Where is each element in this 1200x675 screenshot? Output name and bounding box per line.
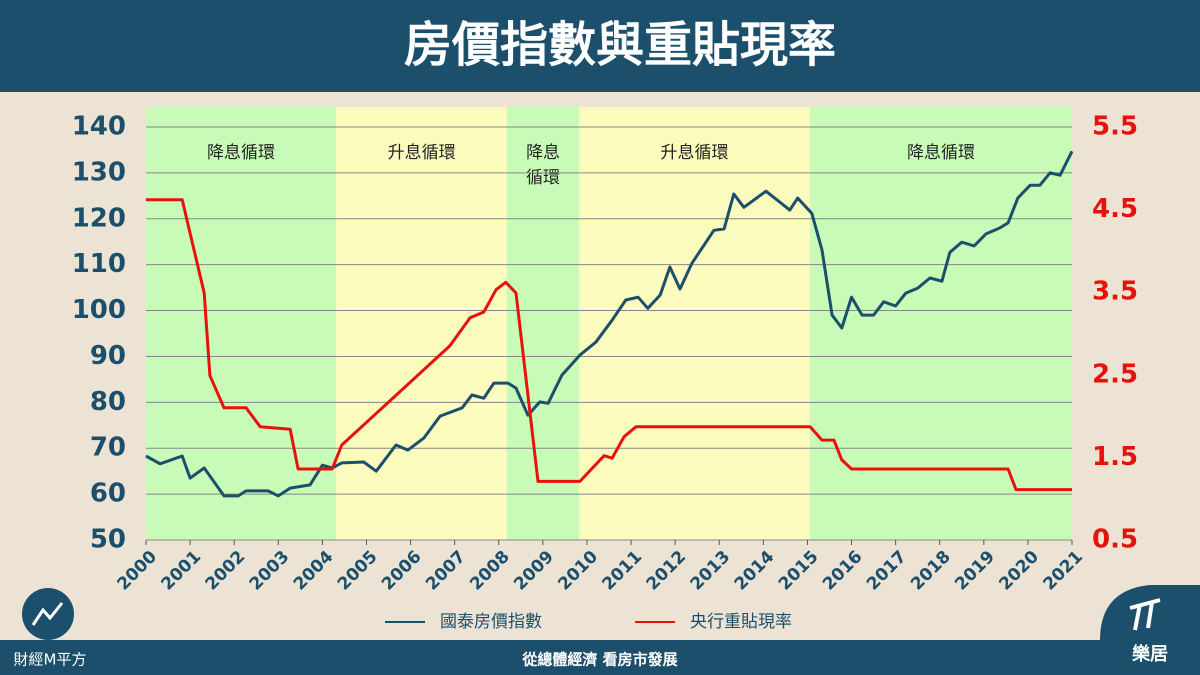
series-line [146, 198, 1072, 492]
region-label: 降息循環 [907, 143, 975, 163]
footer-bar [0, 640, 1200, 675]
legend-label: 國泰房價指數 [440, 612, 542, 632]
region-label: 升息循環 [388, 143, 456, 163]
y2-tick-label: 2.5 [1092, 359, 1138, 389]
region [146, 107, 337, 540]
header-bar [0, 0, 1200, 92]
logo-left [22, 588, 74, 640]
region [579, 107, 811, 540]
y-tick-label: 140 [72, 112, 126, 142]
series-line [145, 150, 1074, 498]
y-tick-label: 70 [90, 433, 126, 463]
brand-left: 財經M平方 [14, 651, 87, 669]
y-tick-label: 90 [90, 341, 126, 371]
legend-label: 央行重貼現率 [690, 612, 792, 632]
y-tick-label: 50 [90, 525, 126, 555]
logo-right [1100, 585, 1200, 640]
y-tick-label: 130 [72, 157, 126, 187]
region-label: 循環 [526, 168, 560, 188]
region-label: 降息 [526, 143, 560, 163]
y2-tick-label: 3.5 [1092, 277, 1138, 307]
y-tick-label: 60 [90, 479, 126, 509]
y2-tick-label: 1.5 [1092, 442, 1138, 472]
region [336, 107, 508, 540]
y-tick-label: 110 [72, 249, 126, 279]
y-tick-label: 100 [72, 295, 126, 325]
brand-right: 樂居 [1132, 643, 1168, 665]
y2-tick-label: 4.5 [1092, 194, 1138, 224]
y2-tick-label: 0.5 [1092, 525, 1138, 555]
region [810, 107, 1072, 540]
y-tick-label: 80 [90, 387, 126, 417]
region-label: 升息循環 [661, 143, 729, 163]
region-label: 降息循環 [207, 143, 275, 163]
chart-title: 房價指數與重貼現率 [404, 17, 836, 73]
slogan: 從總體經濟 看房市發展 [521, 651, 677, 669]
y2-tick-label: 5.5 [1092, 112, 1138, 142]
y-tick-label: 120 [72, 203, 126, 233]
